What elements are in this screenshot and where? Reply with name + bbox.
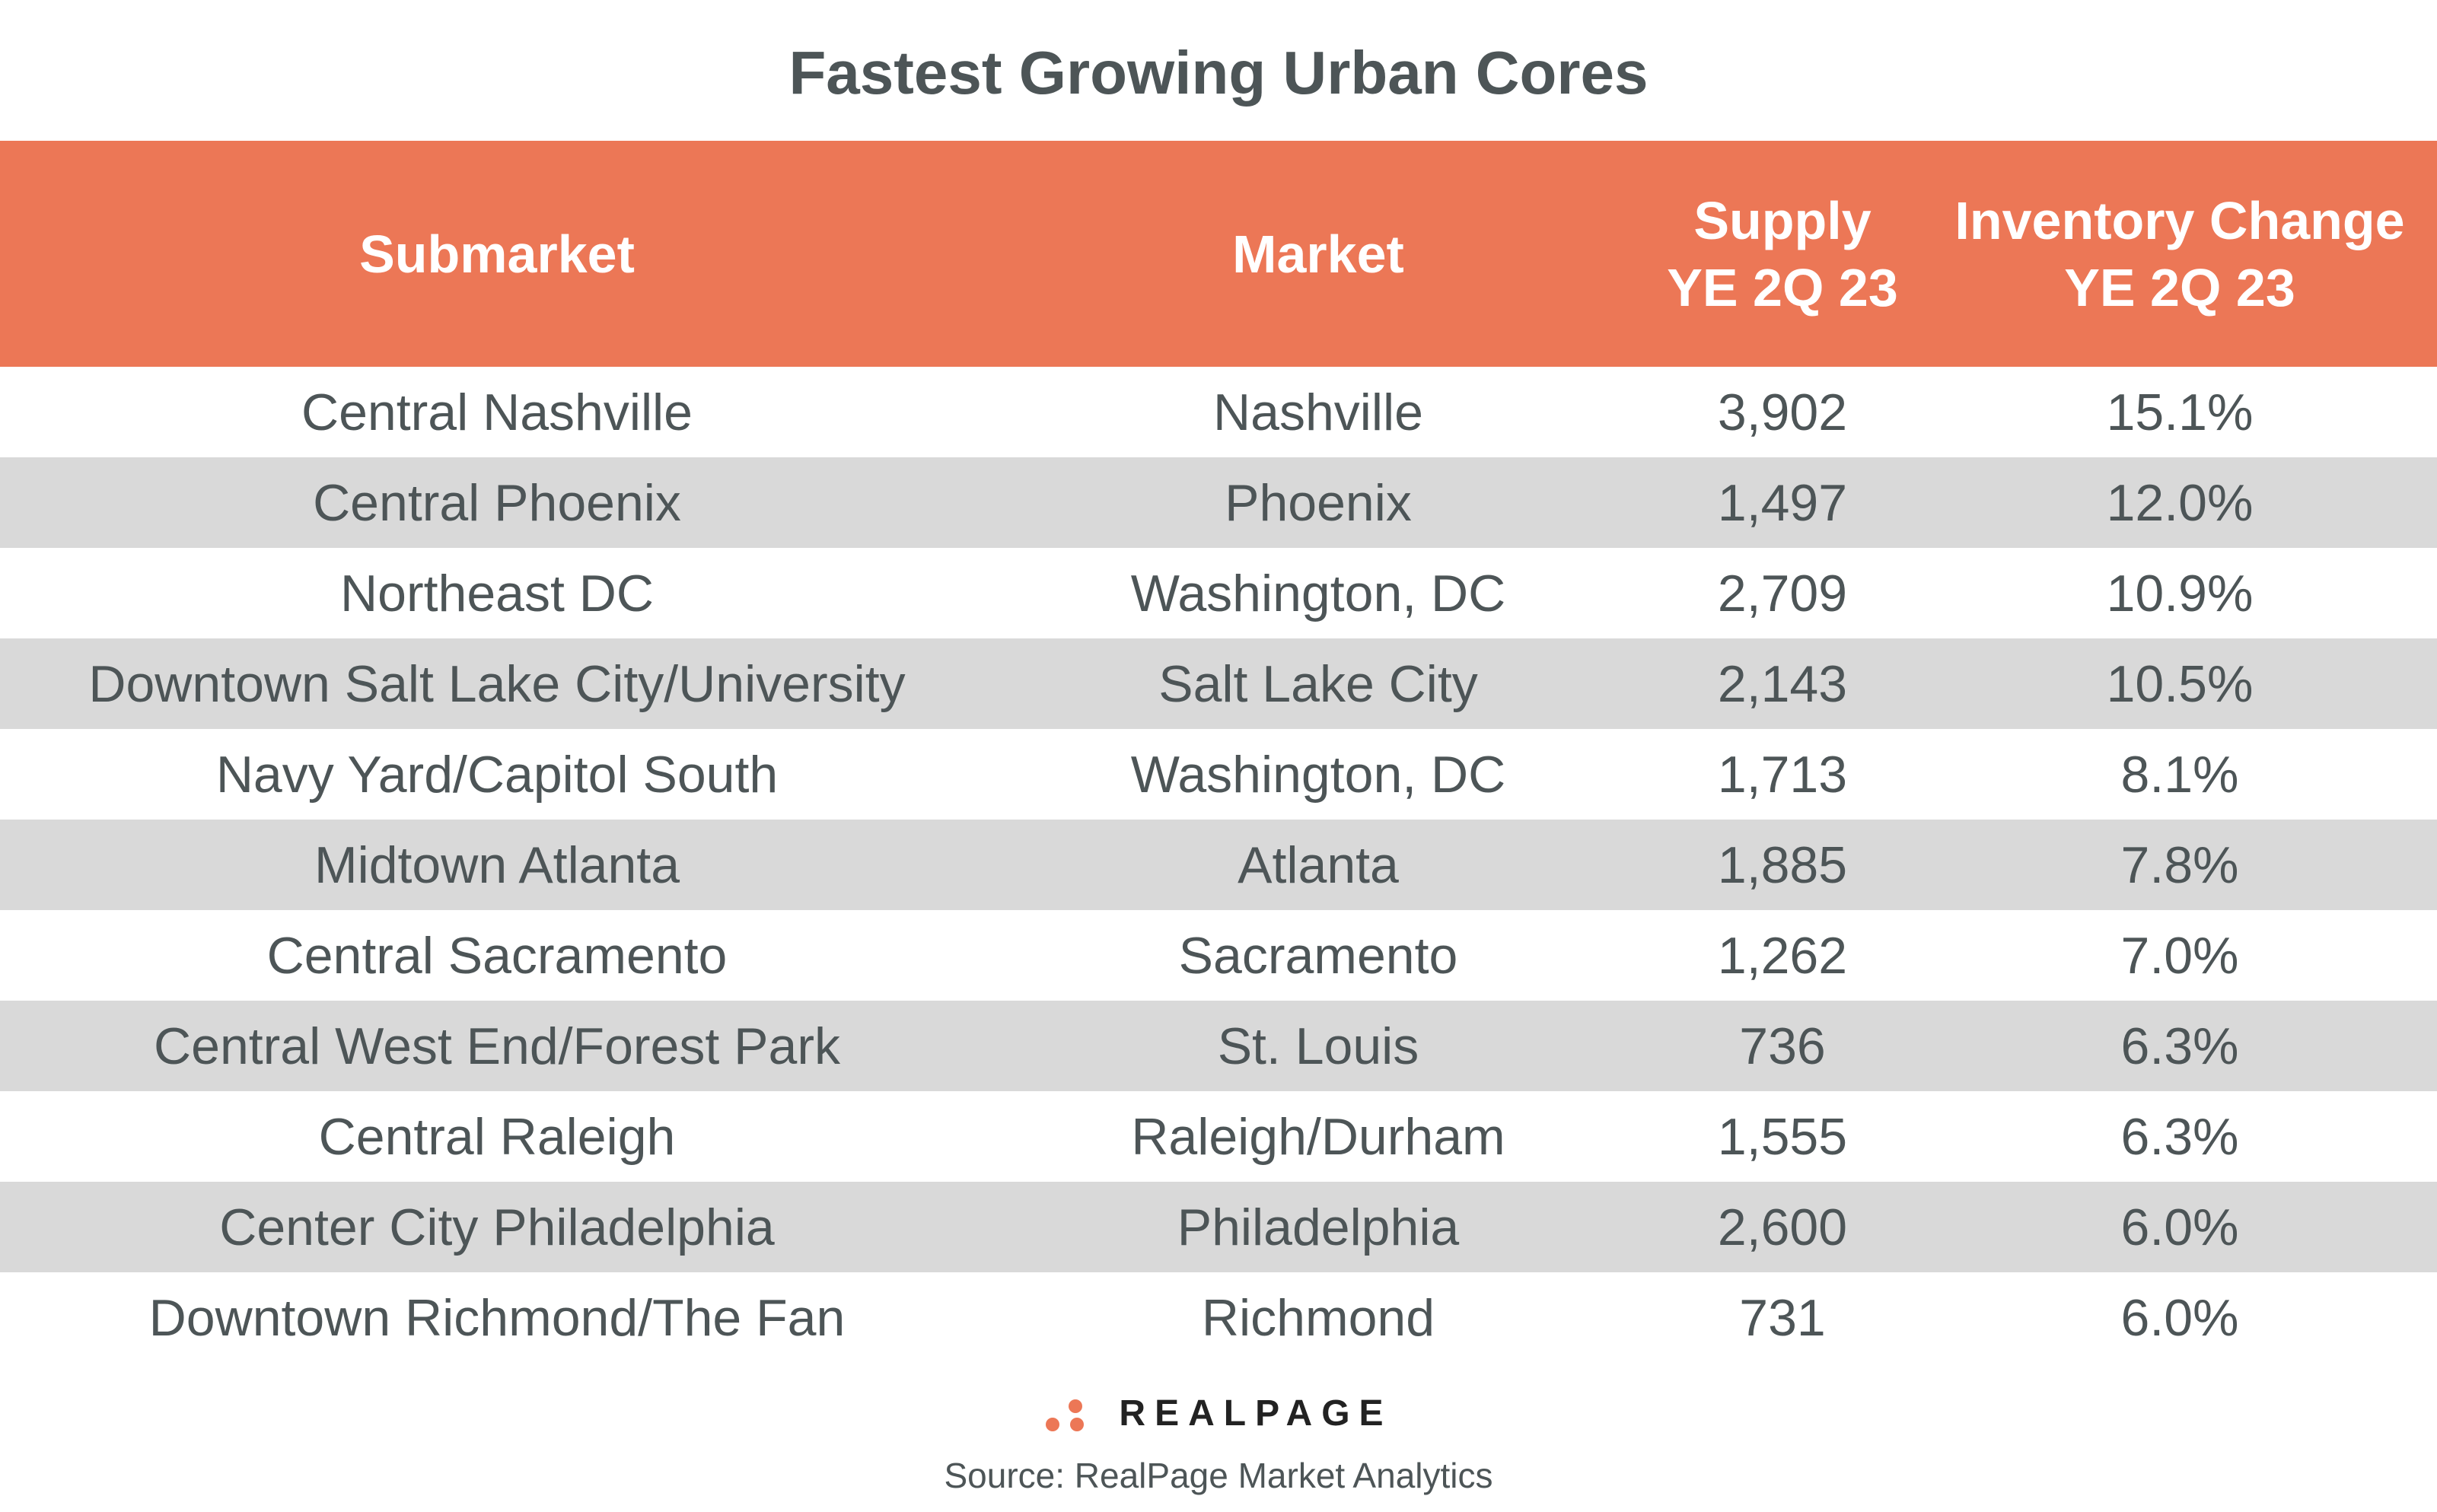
inventory-change-cell: 12.0% [1923, 457, 2437, 548]
supply-cell: 731 [1739, 1288, 1826, 1347]
market-cell: Washington, DC [1130, 564, 1506, 622]
inventory-change-cell: 10.9% [2106, 564, 2254, 622]
market-cell: Nashville [1213, 383, 1423, 441]
inventory-change-cell: 6.3% [1923, 1001, 2437, 1091]
market-cell: Raleigh/Durham [1131, 1107, 1505, 1166]
supply-cell: 1,713 [1717, 745, 1848, 804]
logo-text: REALPAGE [1119, 1393, 1393, 1434]
table-row: Central Phoenix Phoenix 1,497 12.0% [0, 457, 2437, 548]
inventory-change-cell: 6.3% [2120, 1107, 2239, 1166]
market-cell: Phoenix [994, 457, 1642, 548]
inventory-change-cell: 15.1% [2106, 383, 2254, 441]
submarket-cell: Midtown Atlanta [0, 820, 994, 910]
table-row: Northeast DC Washington, DC 2,709 10.9% [0, 548, 2437, 638]
data-table: Submarket Market Supply YE 2Q 23 Invento… [0, 141, 2437, 1363]
table-row: Downtown Salt Lake City/University Salt L… [0, 638, 2437, 729]
submarket-cell: Downtown Richmond/The Fan [148, 1288, 846, 1347]
table-row: Central Raleigh Raleigh/Durham 1,555 6.3% [0, 1091, 2437, 1182]
submarket-cell: Central Phoenix [0, 457, 994, 548]
submarket-cell: Central Nashville [301, 383, 693, 441]
supply-cell: 736 [1642, 1001, 1923, 1091]
inventory-change-cell: 10.5% [1923, 638, 2437, 729]
realpage-logo: REALPAGE [0, 1393, 2437, 1434]
page-title: Fastest Growing Urban Cores [788, 39, 1649, 107]
header-market: Market [994, 141, 1642, 367]
inventory-change-cell: 7.0% [2120, 926, 2239, 985]
market-cell: Salt Lake City [994, 638, 1642, 729]
submarket-cell: Central Raleigh [318, 1107, 676, 1166]
supply-cell: 1,497 [1642, 457, 1923, 548]
submarket-cell: Center City Philadelphia [0, 1182, 994, 1272]
submarket-cell: Downtown Salt Lake City/University [0, 638, 994, 729]
source-note: Source: RealPage Market Analytics [944, 1456, 1493, 1495]
table-row: Midtown Atlanta Atlanta 1,885 7.8% [0, 820, 2437, 910]
submarket-cell: Navy Yard/Capitol South [215, 745, 779, 804]
supply-cell: 3,902 [1717, 383, 1848, 441]
supply-cell: 1,885 [1642, 820, 1923, 910]
table-row: Central Sacramento Sacramento 1,262 7.0% [0, 910, 2437, 1001]
header-submarket: Submarket [0, 141, 994, 367]
table-row: Central Nashville Nashville 3,902 15.1% [0, 367, 2437, 457]
header-supply: Supply YE 2Q 23 [1642, 141, 1923, 367]
table-row: Center City Philadelphia Philadelphia 2,60… [0, 1182, 2437, 1272]
three-dots-logo-icon [1044, 1395, 1105, 1433]
market-cell: Philadelphia [994, 1182, 1642, 1272]
supply-cell: 2,600 [1642, 1182, 1923, 1272]
supply-cell: 1,555 [1717, 1107, 1848, 1166]
supply-cell: 2,709 [1717, 564, 1848, 622]
header-row: Submarket Market Supply YE 2Q 23 Invento… [0, 141, 2437, 367]
header-inventory-change: Inventory Change YE 2Q 23 [1923, 141, 2437, 367]
submarket-cell: Central Sacramento [266, 926, 728, 985]
table-row: Downtown Richmond/The Fan Richmond 731 6.0% [0, 1272, 2437, 1363]
inventory-change-cell: 6.0% [1923, 1182, 2437, 1272]
market-cell: Washington, DC [1130, 745, 1506, 804]
market-cell: Atlanta [994, 820, 1642, 910]
table-row: Central West End/Forest Park St. Louis 736… [0, 1001, 2437, 1091]
table-row: Navy Yard/Capitol South Washington, DC 1,7… [0, 729, 2437, 820]
market-cell: St. Louis [994, 1001, 1642, 1091]
inventory-change-cell: 7.8% [1923, 820, 2437, 910]
inventory-change-cell: 8.1% [2120, 745, 2239, 804]
inventory-change-cell: 6.0% [2120, 1288, 2239, 1347]
market-cell: Richmond [1201, 1288, 1435, 1347]
market-cell: Sacramento [1178, 926, 1458, 985]
supply-cell: 2,143 [1642, 638, 1923, 729]
submarket-cell: Central West End/Forest Park [0, 1001, 994, 1091]
submarket-cell: Northeast DC [340, 564, 654, 622]
supply-cell: 1,262 [1717, 926, 1848, 985]
